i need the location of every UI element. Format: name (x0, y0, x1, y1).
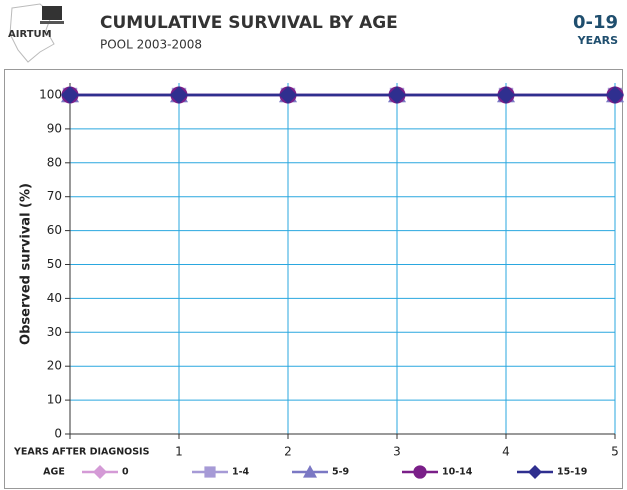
y-tick-label: 70 (47, 189, 62, 203)
y-tick-label: 60 (47, 223, 62, 237)
badge: 0-19 (573, 12, 618, 33)
marker (497, 86, 515, 104)
legend-marker (93, 465, 107, 479)
y-tick-label: 0 (54, 427, 62, 441)
x-tick-label: 2 (284, 445, 292, 459)
legend-marker (303, 465, 317, 478)
legend-label: 0 (122, 467, 129, 478)
badge-sub: YEARS (577, 34, 618, 47)
legend-label: 10-14 (442, 467, 473, 478)
logo-text: AIRTUM (8, 29, 52, 40)
legend-marker (413, 465, 427, 479)
marker (388, 86, 406, 104)
y-tick-label: 50 (47, 257, 62, 271)
y-tick-label: 10 (47, 393, 62, 407)
x-tick-label: 1 (175, 445, 183, 459)
x-tick-label: 3 (393, 445, 401, 459)
y-axis-label: Observed survival (%) (19, 183, 34, 345)
y-tick-label: 40 (47, 291, 62, 305)
marker (606, 86, 624, 104)
x-tick-label: 4 (502, 445, 510, 459)
legend-label: 15-19 (557, 467, 587, 478)
logo-base (40, 21, 64, 24)
y-tick-label: 100 (39, 88, 62, 102)
marker (279, 86, 297, 104)
y-tick-label: 20 (47, 359, 62, 373)
x-axis-label: YEARS AFTER DIAGNOSIS (13, 447, 150, 458)
marker (170, 86, 188, 104)
legend-title: AGE (43, 467, 65, 478)
y-tick-label: 30 (47, 325, 62, 339)
chart-title: CUMULATIVE SURVIVAL BY AGE (100, 13, 398, 33)
marker (61, 86, 79, 104)
legend-label: 5-9 (332, 467, 349, 478)
y-tick-label: 90 (47, 121, 62, 135)
legend-label: 1-4 (232, 467, 250, 478)
y-tick-label: 80 (47, 155, 62, 169)
logo: AIRTUM (8, 3, 64, 63)
logo-screen (42, 6, 62, 20)
chart-subtitle: POOL 2003-2008 (100, 38, 202, 52)
chart-frame (4, 69, 623, 489)
x-tick-label: 5 (611, 445, 619, 459)
legend-marker (528, 465, 542, 479)
legend-marker (204, 466, 216, 478)
